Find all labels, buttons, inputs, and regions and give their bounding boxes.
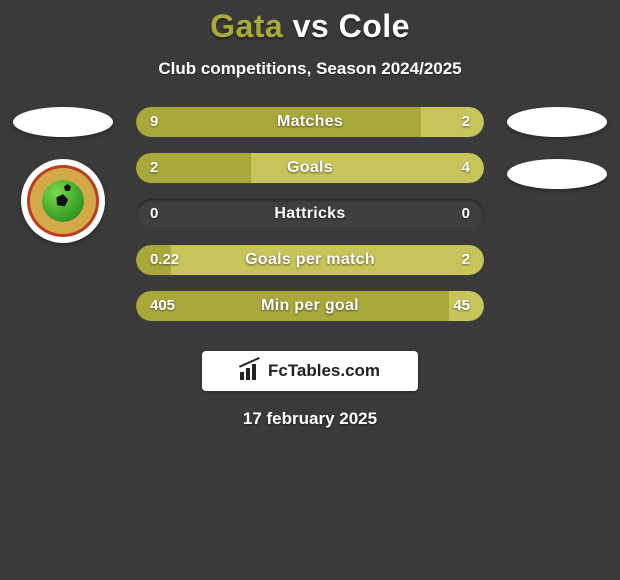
date-text: 17 february 2025 xyxy=(0,409,620,429)
stat-bar: 00Hattricks xyxy=(136,199,484,229)
source-badge: FcTables.com xyxy=(202,351,418,391)
stat-label: Goals per match xyxy=(136,245,484,275)
stat-label: Goals xyxy=(136,153,484,183)
main-row: 92Matches 24Goals 00Hattricks 0.222Goals pe… xyxy=(0,107,620,337)
player1-club-logo xyxy=(21,159,105,243)
stat-bar: 24Goals xyxy=(136,153,484,183)
stat-label: Min per goal xyxy=(136,291,484,321)
chart-icon xyxy=(240,362,262,380)
player2-badge-ellipse xyxy=(507,107,607,137)
player1-name: Gata xyxy=(210,8,283,44)
left-column xyxy=(8,107,118,243)
stat-label: Matches xyxy=(136,107,484,137)
soccer-ball-icon xyxy=(42,180,84,222)
stats-column: 92Matches 24Goals 00Hattricks 0.222Goals pe… xyxy=(118,107,502,337)
source-text: FcTables.com xyxy=(268,361,380,381)
comparison-card: Gata vs Cole Club competitions, Season 2… xyxy=(0,0,620,429)
player2-club-ellipse xyxy=(507,159,607,189)
stat-label: Hattricks xyxy=(136,199,484,229)
stat-bar: 40545Min per goal xyxy=(136,291,484,321)
player1-badge-ellipse xyxy=(13,107,113,137)
player2-name: Cole xyxy=(339,8,410,44)
stat-bar: 92Matches xyxy=(136,107,484,137)
right-column xyxy=(502,107,612,189)
vs-text: vs xyxy=(293,8,330,44)
stat-bar: 0.222Goals per match xyxy=(136,245,484,275)
subtitle: Club competitions, Season 2024/2025 xyxy=(0,59,620,79)
title: Gata vs Cole xyxy=(0,8,620,45)
